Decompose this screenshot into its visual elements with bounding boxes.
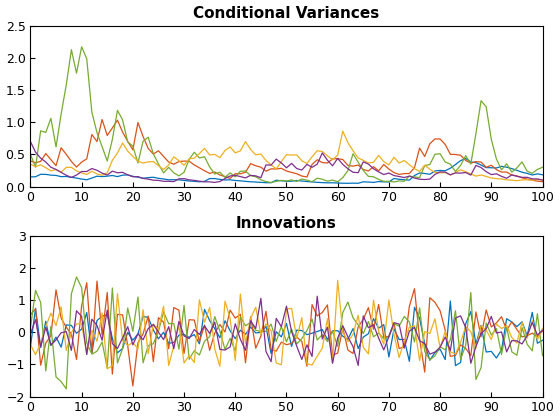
- Title: Innovations: Innovations: [236, 215, 337, 231]
- Title: Conditional Variances: Conditional Variances: [193, 5, 380, 21]
